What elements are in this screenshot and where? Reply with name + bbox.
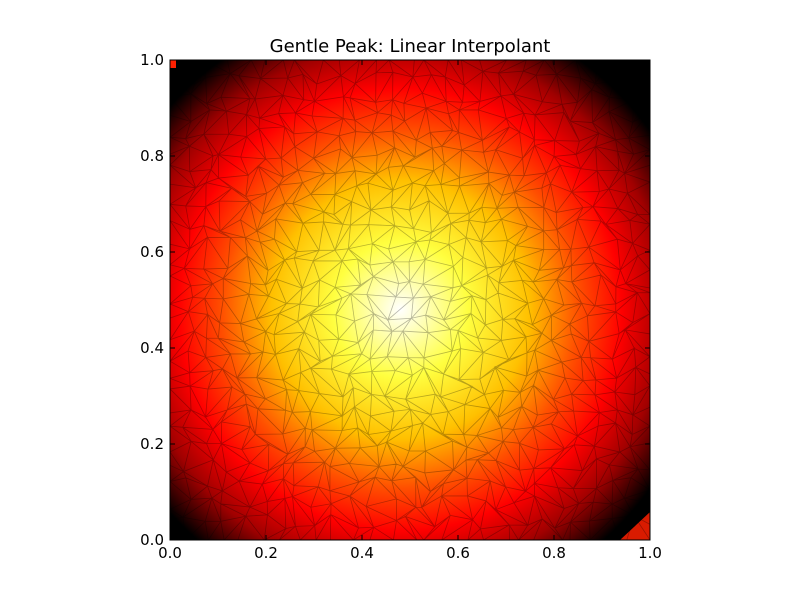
x-tick-label: 0.4	[350, 544, 374, 562]
y-tick-label: 0.2	[140, 435, 164, 453]
heatmap-field	[170, 60, 650, 540]
mesh-edges	[170, 60, 650, 540]
plot-frame	[169, 59, 651, 541]
x-tick-label: 0.2	[254, 544, 278, 562]
x-tick-label: 0.6	[446, 544, 470, 562]
y-tick-label: 0.0	[140, 531, 164, 549]
y-tick-label: 0.4	[140, 339, 164, 357]
y-tick-label: 0.6	[140, 243, 164, 261]
x-tick-label: 0.0	[158, 544, 182, 562]
y-tick-label: 0.8	[140, 147, 164, 165]
heatmap-corner-top-left	[170, 60, 176, 68]
plot-area	[170, 60, 650, 540]
heatmap-corner-bottom-right	[620, 512, 650, 540]
x-tick-label: 1.0	[638, 544, 662, 562]
y-tick-label: 1.0	[140, 51, 164, 69]
chart-title: Gentle Peak: Linear Interpolant	[270, 36, 551, 57]
triangulation-mesh	[170, 60, 650, 540]
y-axis: 0.0 0.2 0.4 0.6 0.8 1.0	[140, 51, 650, 549]
x-axis: 0.0 0.2 0.4 0.6 0.8 1.0	[158, 60, 662, 562]
x-tick-label: 0.8	[542, 544, 566, 562]
